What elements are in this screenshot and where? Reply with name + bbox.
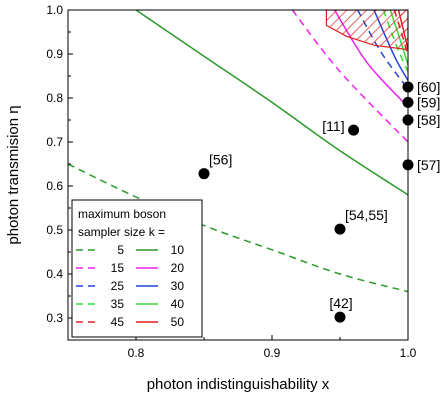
legend-label-k-40: 40 [171, 297, 185, 311]
data-point-label-5: [56] [209, 152, 232, 168]
legend-label-k-15: 15 [111, 261, 125, 275]
legend-label-k-30: 30 [171, 279, 185, 293]
data-point-6 [334, 223, 346, 235]
x-axis-title: photon indistinguishability x [147, 376, 330, 393]
data-point-7 [334, 311, 346, 323]
legend-label-k-25: 25 [111, 279, 125, 293]
y-tick-label: 0.8 [46, 91, 63, 105]
legend: maximum boson sampler size k = 5 10 15 20 25… [71, 199, 203, 338]
data-point-label-0: [60] [417, 79, 440, 95]
y-axis-title: photon transmision η [5, 105, 22, 244]
data-point-label-6: [54,55] [345, 207, 388, 223]
y-tick-label: 0.3 [46, 311, 63, 325]
x-tick-label: 0.8 [128, 346, 145, 360]
series-line-k-5 [68, 163, 408, 293]
plot-area: [60][59] [58] [57] [11] [56] [54,55] [42] [68, 10, 440, 323]
legend-title-line-1: maximum boson [78, 207, 166, 221]
data-point-label-4: [11] [322, 118, 344, 134]
legend-label-k-45: 45 [111, 315, 125, 329]
hatched-region-layer [325, 10, 408, 51]
legend-entries: 5 10 15 20 25 30 35 40 45 50 [76, 243, 184, 329]
data-point-4 [348, 124, 360, 136]
y-tick-label: 0.6 [46, 179, 63, 193]
data-point-label-2: [58] [417, 112, 440, 128]
y-tick-label: 0.9 [46, 47, 63, 61]
legend-label-k-35: 35 [111, 297, 125, 311]
hatched-region-outline [325, 10, 408, 51]
legend-label-k-20: 20 [171, 261, 185, 275]
series-line-k-10 [135, 10, 408, 196]
x-axis: 0.8 0.9 1.0 [67, 335, 417, 360]
data-point-5 [198, 168, 210, 180]
legend-label-k-50: 50 [171, 315, 185, 329]
y-tick-label: 0.7 [46, 135, 63, 149]
plot-frame [67, 9, 409, 341]
data-point-label-7: [42] [329, 295, 352, 311]
x-tick-label: 1.0 [400, 346, 417, 360]
y-tick-label: 0.4 [46, 267, 63, 281]
data-points: [60][59] [58] [57] [11] [56] [54,55] [42] [198, 79, 440, 323]
legend-label-k-10: 10 [171, 243, 185, 257]
y-axis: 0.3 0.4 0.5 0.6 0.7 0.8 0.9 1.0 [46, 3, 73, 341]
y-tick-label: 0.5 [46, 223, 63, 237]
legend-label-k-5: 5 [117, 243, 124, 257]
y-tick-label: 1.0 [46, 3, 63, 17]
data-point-label-3: [57] [417, 157, 440, 173]
legend-title-line-2: sampler size k = [78, 225, 165, 239]
data-point-label-1: [59] [417, 94, 440, 110]
x-tick-label: 0.9 [264, 346, 281, 360]
series-line-k-15 [291, 10, 408, 143]
